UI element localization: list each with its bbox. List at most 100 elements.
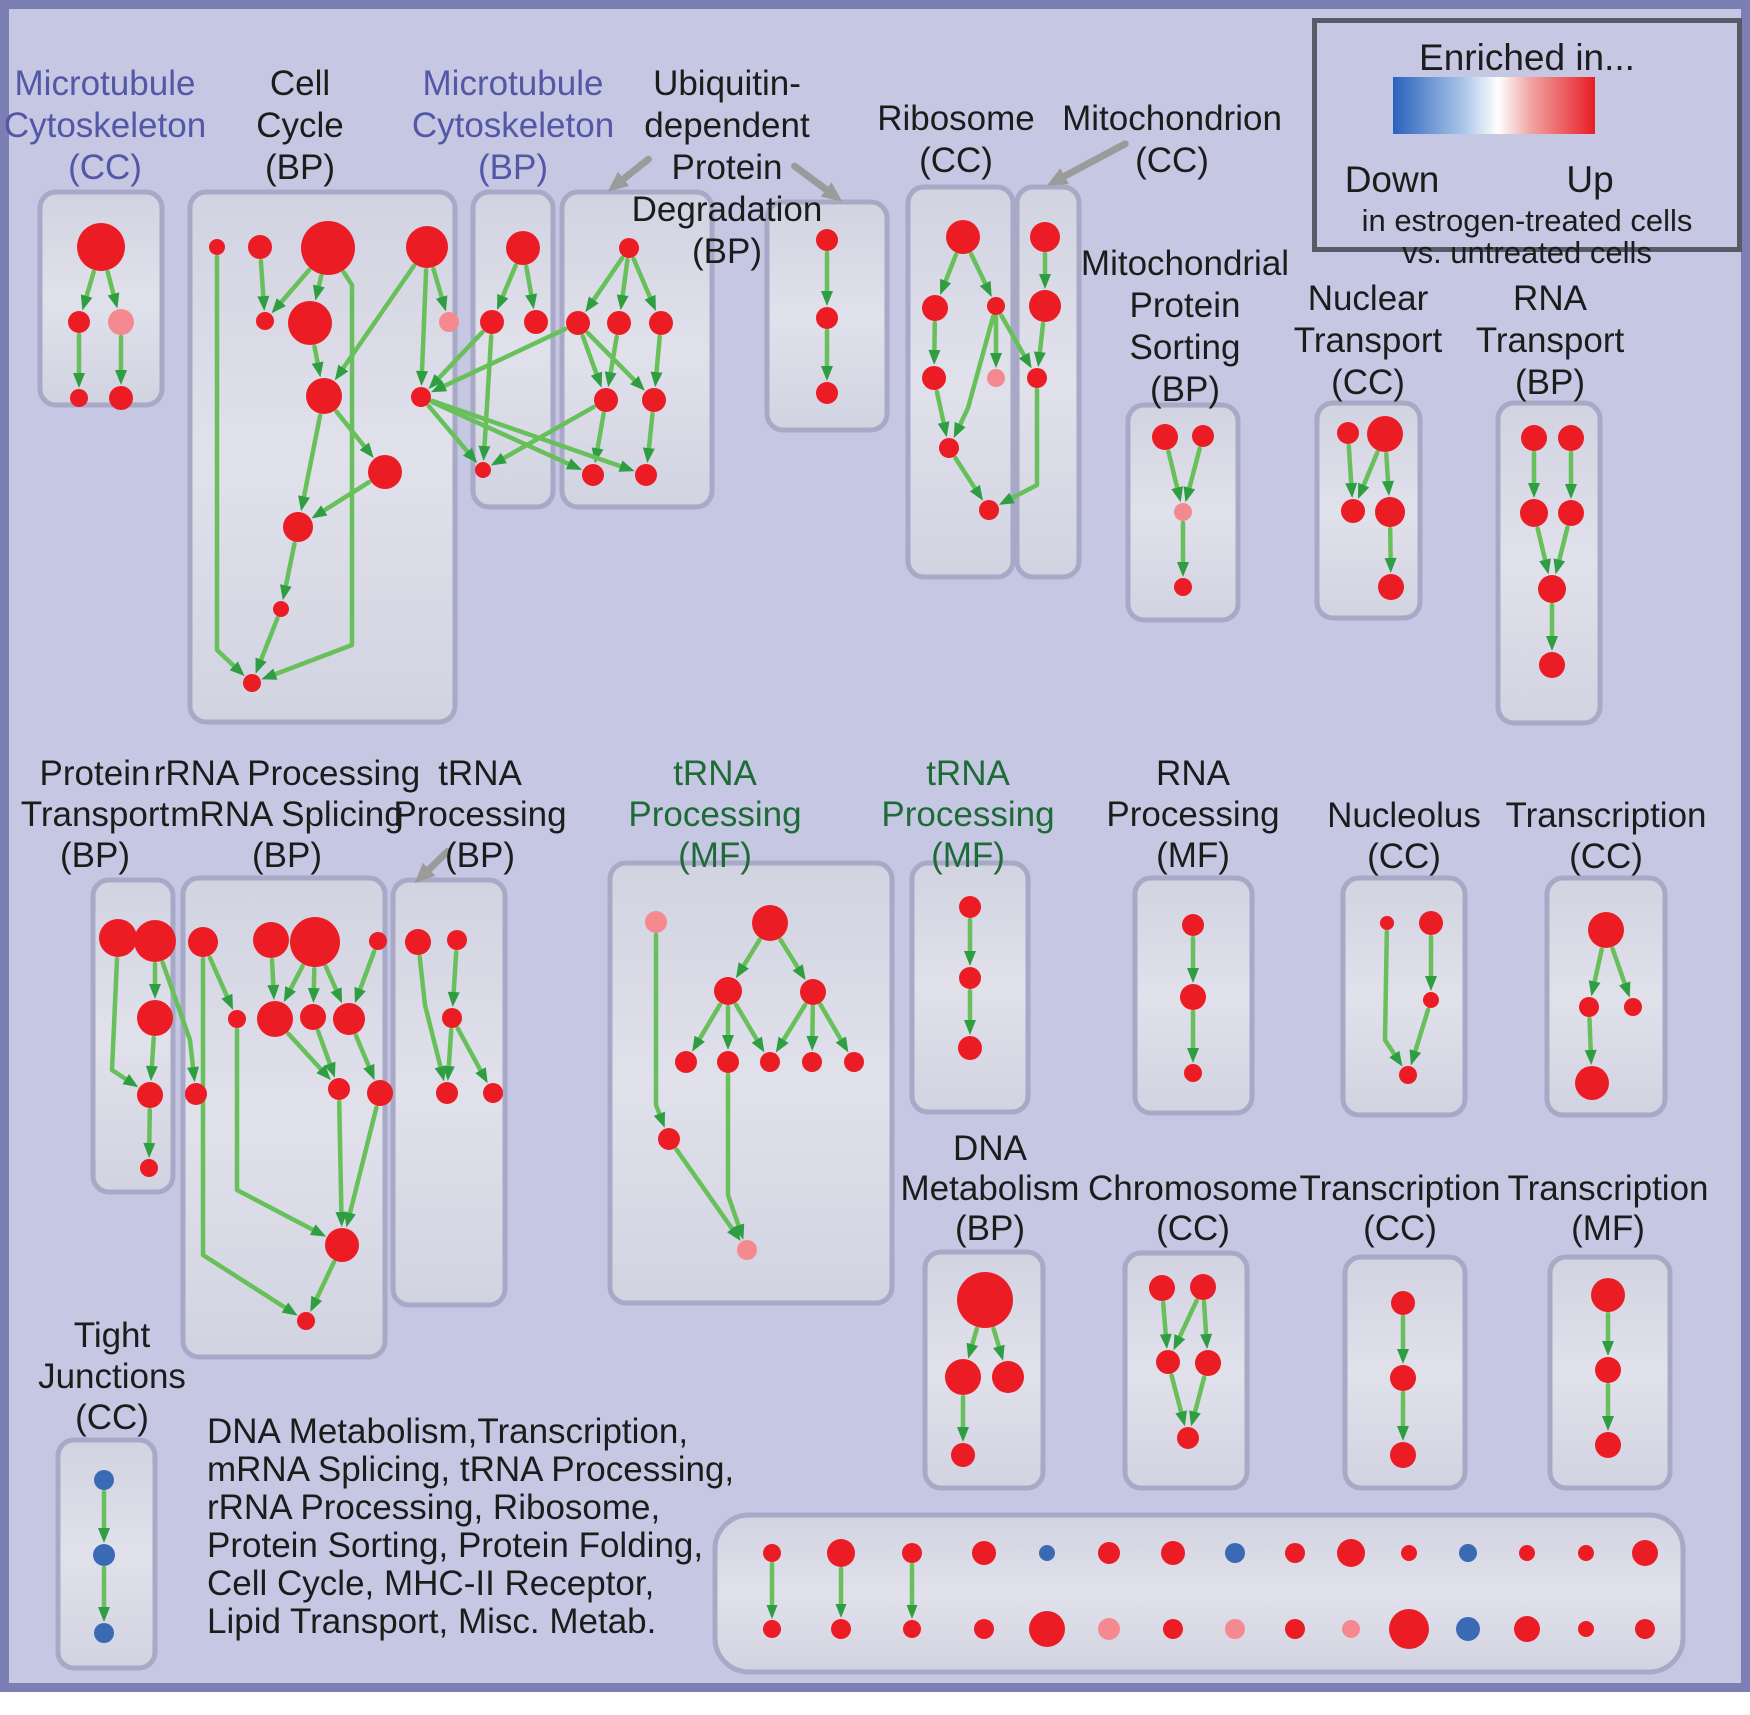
cluster-label: tRNA Processing (MF)	[628, 754, 801, 875]
edge-head	[261, 668, 278, 680]
go-term-node	[987, 369, 1005, 387]
go-term-node	[642, 388, 666, 412]
go-term-node	[140, 1159, 158, 1177]
edge-head	[359, 442, 374, 458]
edge-head	[722, 1035, 734, 1050]
cross-edge-shaft	[429, 399, 571, 467]
go-term-node	[483, 1083, 503, 1103]
go-term-node	[1190, 1274, 1216, 1300]
cluster-box-mitochondrion-cc	[1014, 184, 1082, 580]
edge-head	[271, 298, 286, 314]
go-term-node	[333, 1003, 365, 1035]
cluster-label-line: (BP)	[60, 836, 130, 875]
misc-clusters-note-line: Lipid Transport, Misc. Metab.	[207, 1602, 656, 1641]
edge-head	[792, 964, 806, 981]
edge-head	[307, 987, 320, 1003]
cluster-label-line: Mitochondrial	[1081, 244, 1289, 283]
edge-head	[766, 1605, 778, 1619]
go-term-node	[94, 1470, 114, 1490]
edge-head	[993, 1344, 1005, 1361]
cluster-label-line: (CC)	[68, 148, 142, 187]
go-term-node	[411, 387, 431, 407]
go-term-node	[1285, 1543, 1305, 1563]
cluster-label: Microtubule Cytoskeleton (BP)	[412, 64, 614, 187]
go-term-node	[1161, 1541, 1185, 1565]
cluster-label-line: (MF)	[1571, 1209, 1645, 1248]
edge-head	[1358, 482, 1370, 499]
cluster-label-line: tRNA	[926, 754, 1010, 793]
go-term-node	[228, 1010, 246, 1028]
go-term-node	[1459, 1544, 1477, 1562]
edge-shaft	[446, 1027, 454, 1069]
edge-shaft	[279, 267, 312, 305]
cluster-label-line: (BP)	[445, 836, 515, 875]
edge-head	[604, 371, 617, 388]
go-term-node	[635, 464, 657, 486]
edge-head	[1528, 483, 1540, 498]
cluster-label-line: Junctions	[38, 1357, 186, 1396]
legend-down-label: Down	[1344, 159, 1440, 200]
go-term-node	[1184, 1064, 1202, 1082]
cluster-label-line: Processing	[881, 795, 1054, 834]
edge-head	[835, 1604, 847, 1618]
edge-shaft	[258, 616, 280, 662]
label-pointer-head	[820, 182, 843, 202]
go-term-node	[957, 1272, 1013, 1328]
edge-head	[1602, 1341, 1614, 1356]
label-pointer-shaft	[425, 847, 452, 873]
cluster-box-microtubule-cytoskeleton-cc	[37, 189, 165, 408]
edge-shaft	[258, 258, 266, 299]
go-term-node	[951, 1443, 975, 1467]
go-term-node	[306, 378, 342, 414]
edge-head	[590, 371, 603, 388]
edge-shaft	[269, 957, 276, 988]
edge-head	[969, 484, 983, 501]
go-term-node	[800, 979, 826, 1005]
cluster-label: Nuclear Transport (CC)	[1294, 279, 1443, 402]
cross-edge-shaft	[999, 313, 1027, 358]
edge-shaft	[455, 1026, 483, 1073]
cluster-box-nucleolus-cc	[1340, 875, 1468, 1118]
cluster-label-line: Cell	[270, 64, 330, 103]
go-term-node	[1520, 499, 1548, 527]
edge-head	[653, 1111, 665, 1128]
go-term-node	[325, 1228, 359, 1262]
go-term-node	[658, 1128, 680, 1150]
edge-head	[835, 1036, 849, 1053]
edge-shaft	[934, 389, 946, 425]
edge-head	[80, 294, 93, 311]
cluster-label-line: Transport	[21, 795, 170, 834]
edge-head	[957, 1427, 969, 1442]
go-term-node	[1401, 1545, 1417, 1561]
go-term-node	[1456, 1617, 1480, 1641]
cross-edge-head	[462, 447, 478, 464]
labels: Microtubule Cytoskeleton (CC)Cell Cycle (BP)…	[4, 64, 1709, 1641]
go-term-node	[1391, 1291, 1415, 1315]
cluster-label: Nucleolus (CC)	[1327, 796, 1481, 876]
edge-head	[1187, 1048, 1199, 1063]
edge-shaft	[741, 937, 762, 968]
misc-clusters-note-line: Protein Sorting, Protein Folding,	[207, 1526, 703, 1565]
go-term-node	[1225, 1619, 1245, 1639]
edge-head	[1382, 480, 1394, 496]
cluster-label-line: tRNA	[673, 754, 757, 793]
go-term-node	[939, 438, 959, 458]
go-term-node	[99, 919, 137, 957]
go-term-node	[70, 389, 88, 407]
cluster-label-line: Transport	[1476, 321, 1625, 360]
edge-shaft	[608, 334, 619, 375]
edge-shaft	[1557, 525, 1570, 563]
cluster-label-line: (BP)	[252, 836, 322, 875]
edge-head	[1565, 484, 1577, 499]
cluster-label-line: (MF)	[931, 836, 1005, 875]
go-term-node	[1285, 1619, 1305, 1639]
edge-shaft	[646, 411, 655, 451]
edge-head	[1200, 1333, 1213, 1349]
edge-head	[1189, 1410, 1201, 1427]
edge-head	[751, 1036, 765, 1053]
edge-shaft	[1192, 1375, 1207, 1415]
edge-shaft	[419, 267, 429, 374]
go-term-node	[134, 920, 176, 962]
go-term-node	[367, 1080, 393, 1106]
go-term-node	[405, 929, 431, 955]
